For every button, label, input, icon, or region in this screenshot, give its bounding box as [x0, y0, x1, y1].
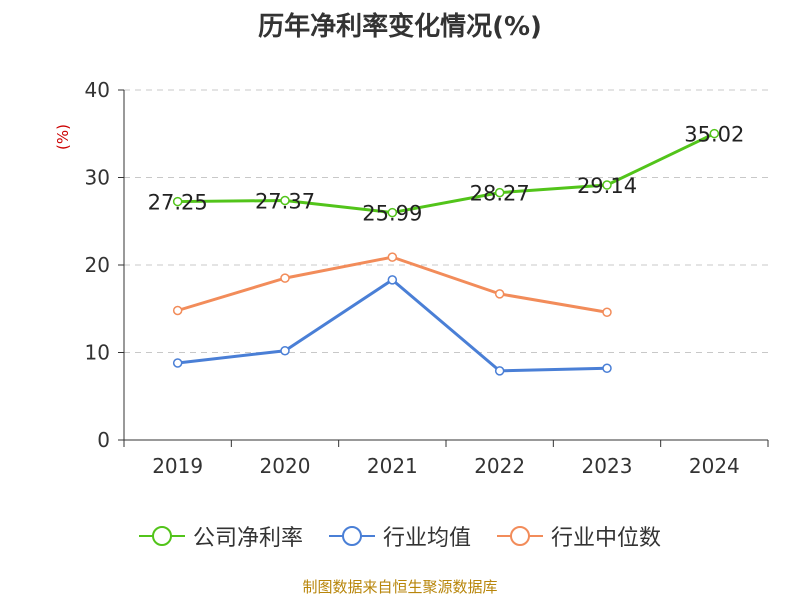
data-point [172, 305, 183, 316]
x-tick-label: 2020 [260, 454, 311, 478]
data-label: 25.99 [362, 202, 422, 226]
y-tick-label: 40 [85, 78, 110, 102]
data-point [280, 273, 290, 283]
series-line-0 [177, 132, 715, 215]
data-label: 29.14 [577, 174, 637, 198]
data-point [602, 180, 612, 190]
legend-item-industry-mean[interactable]: 行业均值 [328, 520, 471, 552]
data-point [172, 196, 183, 207]
legend-label: 行业均值 [382, 526, 471, 551]
x-tick-label: 2022 [474, 454, 525, 478]
legend-marker-icon [138, 524, 185, 548]
legend-marker-icon [497, 524, 543, 548]
x-tick-label: 2019 [152, 454, 203, 478]
y-tick-label: 20 [85, 253, 110, 277]
chart-title: 历年净利率变化情况(%) [258, 12, 542, 42]
x-tick-label: 2024 [689, 454, 740, 478]
x-tick-label: 2023 [582, 454, 633, 478]
data-label: 27.25 [148, 191, 208, 215]
legend-marker-icon [328, 524, 375, 548]
data-point [602, 307, 612, 317]
legend-item-industry-median[interactable]: 行业中位数 [497, 520, 661, 552]
data-point [709, 128, 720, 139]
data-point [280, 195, 290, 206]
data-point [172, 358, 183, 368]
series-line-1 [177, 278, 608, 373]
y-tick-label: 30 [85, 166, 110, 190]
data-point [494, 187, 505, 198]
x-tick-label: 2021 [367, 454, 418, 478]
data-point [602, 363, 612, 373]
legend-label: 公司净利率 [192, 526, 303, 551]
data-label: 35.02 [684, 123, 744, 147]
legend: 公司净利率 行业均值 行业中位数 [0, 520, 800, 552]
data-point [387, 207, 398, 218]
data-label: 28.27 [470, 182, 530, 206]
data-point [494, 366, 505, 376]
y-tick-label: 10 [85, 341, 110, 365]
data-label: 27.37 [255, 190, 315, 214]
y-tick-label: 0 [97, 428, 110, 452]
legend-label: 行业中位数 [551, 526, 662, 551]
legend-item-company[interactable]: 公司净利率 [138, 520, 303, 552]
data-point [387, 252, 398, 262]
data-point [387, 275, 398, 285]
data-point [494, 289, 505, 299]
source-note: 制图数据来自恒生聚源数据库 [302, 578, 498, 596]
data-point [280, 346, 290, 356]
